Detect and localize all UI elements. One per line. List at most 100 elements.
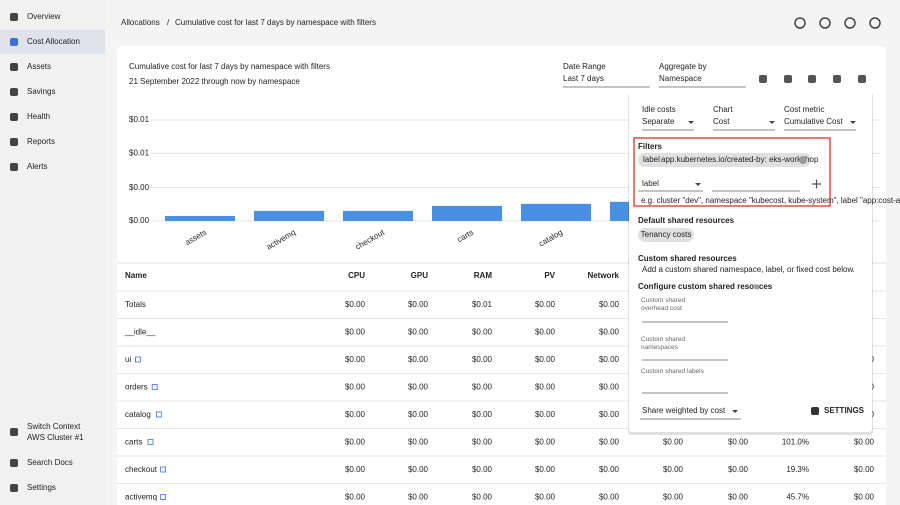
column-header: CPU [348,271,365,280]
cell: $0.00 [345,465,366,474]
row-name[interactable]: orders [125,383,148,392]
share-select[interactable]: Share weighted by cost [642,406,726,415]
cell: 19.3% [786,465,809,474]
row-name[interactable]: checkout [125,465,158,474]
cell: $0.00 [535,438,556,447]
cell: $0.00 [472,410,493,419]
row-name[interactable]: catalog [125,410,151,419]
row-name[interactable]: carts [125,438,142,447]
nav-item[interactable]: Switch Context [27,422,81,431]
cell: $0.00 [599,355,620,364]
dropdown-arrow [850,121,856,124]
cell: $0.00 [408,300,429,309]
select-label: Idle costs [642,105,676,114]
select-value[interactable]: Cost [713,117,730,126]
icon [10,138,18,146]
row-name[interactable]: ui [125,355,131,364]
icon [10,38,18,46]
cell: $0.00 [599,493,620,502]
cell: $0.00 [472,355,493,364]
cell: $0.00 [854,493,875,502]
section-description: Add a custom shared namespace, label, or… [642,265,855,274]
cell: $0.00 [535,355,556,364]
bar [521,203,591,221]
nav-item[interactable]: Reports [27,137,55,146]
cell: $0.01 [472,300,493,309]
cell: $0.00 [663,465,684,474]
cell: $0.00 [599,328,620,337]
cell: $0.00 [345,383,366,392]
section-title: Configure custom shared resouces [638,282,773,291]
select-value[interactable]: Cumulative Cost [784,117,843,126]
dropdown-arrow [769,121,775,124]
cell: $0.00 [472,438,493,447]
filter-type[interactable]: label [642,179,659,188]
filter-input[interactable] [712,176,800,191]
nav-item[interactable]: Search Docs [27,458,73,467]
field-label: Custom shared overhead cost [641,297,686,312]
bar [165,215,235,221]
column-header: Name [125,271,147,280]
nav-item[interactable]: Health [27,112,50,121]
cell: $0.00 [408,328,429,337]
select-label: Chart [713,105,733,114]
cell: $0.00 [535,493,556,502]
cluster-name: AWS Cluster #1 [27,433,84,442]
control-value[interactable]: Namespace [659,74,702,83]
row-name: __idle__ [124,328,156,337]
cell: $0.00 [599,383,620,392]
nav-item[interactable]: Settings [27,483,56,492]
select-value[interactable]: Separate [642,117,675,126]
nav-item[interactable]: Alerts [27,162,47,171]
select-label: Cost metric [784,105,824,114]
icon [10,13,18,21]
cell: $0.00 [535,465,556,474]
external-link-icon [147,439,154,445]
column-header: PV [544,271,555,280]
cell: $0.00 [345,410,366,419]
cell: $0.00 [728,493,749,502]
cell: $0.00 [728,438,749,447]
cell: $0.00 [345,300,366,309]
dropdown-arrow [695,183,701,186]
cell: $0.00 [345,438,366,447]
cell: $0.00 [408,465,429,474]
external-link-icon [151,384,158,390]
y-tick-label: $0.01 [129,148,150,157]
row-name: Totals [125,300,146,309]
cell: $0.00 [472,383,493,392]
row-name[interactable]: activemq [125,493,157,502]
settings-button[interactable]: SETTINGS [824,406,865,415]
header-icon[interactable] [844,17,856,29]
nav-item[interactable]: Cost Allocation [27,37,80,46]
y-tick-label: $0.00 [129,216,150,225]
breadcrumb[interactable]: Allocations [121,18,160,27]
nav-item[interactable]: Savings [27,87,55,96]
chip-label: Tenancy costs [641,230,692,239]
control-value[interactable]: Last 7 days [563,74,604,83]
nav-item[interactable]: Overview [27,12,61,21]
chip-remove[interactable] [799,156,807,164]
report-title: Cumulative cost for last 7 days by names… [129,62,330,71]
section-title: Filters [638,142,663,151]
tenancy-chip[interactable] [638,228,694,242]
header-icon[interactable] [869,17,881,29]
section-title: Default shared resources [638,216,735,225]
cell: $0.00 [663,438,684,447]
nav-item[interactable]: Assets [27,62,51,71]
field-label: Custom shared namespaces [641,336,686,351]
header-icon[interactable] [794,17,806,29]
field-label-box: Custom shared overhead cost [641,297,686,312]
external-link-icon [134,356,141,363]
filter-chip[interactable] [638,153,811,167]
icon [784,75,792,83]
header-icon[interactable] [819,17,831,29]
cell: $0.00 [854,465,875,474]
dropdown-arrow [732,410,738,413]
dropdown-arrow [688,121,694,124]
add-filter[interactable] [812,179,821,189]
filter-highlight [633,137,831,207]
icon [808,75,816,83]
